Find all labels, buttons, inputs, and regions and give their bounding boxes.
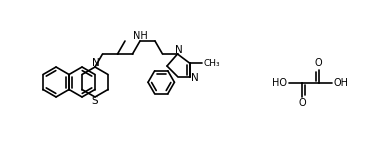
- Text: OH: OH: [333, 78, 348, 88]
- Text: O: O: [298, 98, 306, 108]
- Text: N: N: [92, 58, 100, 68]
- Text: N: N: [191, 72, 198, 82]
- Text: S: S: [92, 96, 98, 106]
- Text: NH: NH: [132, 31, 147, 41]
- Text: HO: HO: [272, 78, 287, 88]
- Text: N: N: [175, 45, 183, 55]
- Text: CH₃: CH₃: [203, 59, 220, 67]
- Text: O: O: [315, 59, 322, 68]
